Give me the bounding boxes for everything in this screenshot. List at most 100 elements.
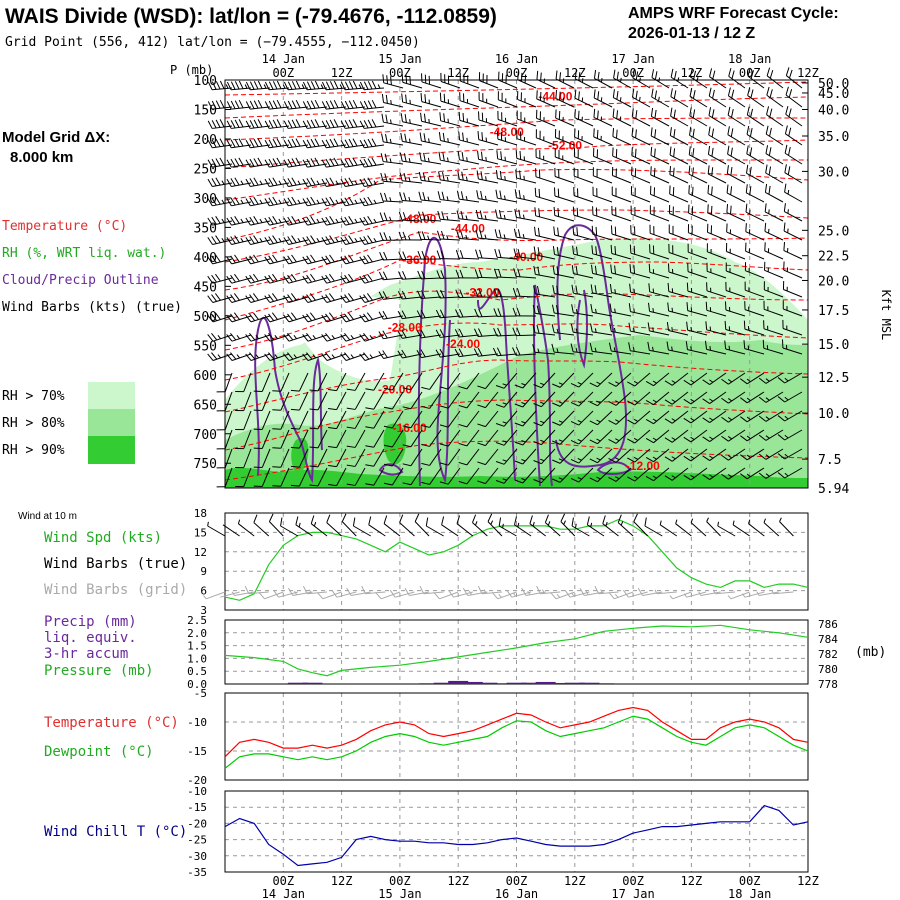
barb-staff (554, 351, 575, 355)
upper-wind-barb (340, 196, 366, 207)
barb-flag (609, 303, 612, 313)
barb-flag (650, 127, 653, 136)
barb-flag (724, 320, 727, 330)
precip-label: Precip (mm) (44, 614, 137, 630)
barb-half-flag (633, 399, 639, 403)
barb-flag (674, 70, 677, 80)
upper-wind-barb (610, 264, 632, 279)
barb-flag (215, 254, 221, 263)
barb-flag (480, 151, 483, 161)
upper-wind-barb (359, 332, 385, 342)
upper-wind-barb (513, 228, 537, 241)
bottom-hour-label: 12Z (331, 874, 353, 888)
barb-flag (367, 119, 373, 128)
barb-flag (249, 216, 255, 225)
barb-flag (439, 112, 442, 121)
wind10-true-barb (763, 518, 780, 537)
barb-staff (440, 120, 461, 127)
barb-staff (466, 410, 480, 428)
barb-staff (238, 523, 255, 537)
upper-wind-barb (245, 80, 271, 91)
upper-wind-barb (283, 157, 309, 168)
barb-staff (326, 522, 342, 537)
pressure-tick-label: 450 (194, 280, 217, 295)
barb-flag (498, 249, 502, 258)
upper-wind-barb (253, 467, 271, 487)
barb-flag (253, 158, 259, 167)
upper-wind-barb (321, 332, 347, 342)
barb-flag (302, 585, 308, 594)
barb-flag (359, 81, 365, 90)
upper-wind-barb (207, 177, 233, 187)
upper-wind-barb (497, 110, 518, 127)
upper-wind-barb (216, 391, 233, 412)
barb-flag (417, 250, 422, 260)
bottom-hour-label: 00Z (739, 874, 761, 888)
barb-flag (475, 209, 479, 219)
barb-flag (702, 474, 710, 480)
upper-wind-barb (666, 321, 689, 336)
barb-flag (309, 389, 319, 392)
barb-flag (344, 100, 350, 109)
barb-flag (245, 314, 252, 323)
barb-staff (231, 182, 252, 187)
barb-flag (310, 158, 316, 167)
barb-flag (230, 255, 236, 264)
barb-flag (552, 245, 556, 255)
barb-staff (707, 251, 727, 260)
barb-half-flag (756, 591, 760, 596)
wind10-true-barb (441, 516, 459, 537)
upper-wind-barb (216, 429, 233, 450)
barb-half-flag (787, 209, 789, 214)
barb-flag (477, 150, 480, 160)
upper-wind-barb (763, 300, 784, 317)
barb-flag (777, 415, 785, 422)
upper-wind-barb (402, 391, 423, 410)
upper-wind-barb (727, 126, 746, 146)
barb-staff (459, 159, 480, 165)
barb-half-flag (709, 379, 714, 383)
barb-staff (421, 120, 442, 127)
barb-flag (207, 353, 214, 361)
barb-staff (478, 178, 499, 184)
barb-half-flag (207, 521, 209, 527)
barb-half-flag (408, 138, 411, 143)
barb-flag (614, 246, 617, 255)
upper-wind-barb (383, 391, 404, 410)
barb-flag (287, 236, 293, 244)
barb-staff (497, 237, 518, 241)
wind10-grid-barb (698, 591, 721, 596)
barb-flag (249, 120, 255, 129)
barb-flag (634, 148, 637, 158)
barb-staff (529, 523, 546, 537)
precip-y-tick-label: 0.0 (187, 678, 207, 691)
upper-wind-barb (207, 138, 233, 149)
upper-wind-barb (477, 429, 499, 447)
barb-flag (517, 229, 521, 238)
upper-wind-barb (478, 111, 499, 127)
kft-tick-label: 12.5 (818, 371, 849, 386)
barb-staff (517, 98, 537, 108)
barb-half-flag (339, 84, 343, 89)
barb-flag (363, 236, 369, 244)
barb-flag (404, 114, 407, 123)
barb-flag (226, 120, 232, 129)
barb-flag (552, 285, 555, 294)
isotherm (224, 259, 809, 321)
kft-tick-label: 35.0 (818, 130, 849, 145)
barb-flag (544, 514, 549, 523)
barb-flag (382, 271, 388, 280)
barb-staff (402, 296, 423, 300)
barb-staff (706, 290, 727, 298)
barb-half-flag (671, 456, 676, 460)
barb-staff (649, 252, 670, 260)
upper-wind-barb (746, 164, 765, 184)
bottom-hour-label: 12Z (681, 874, 703, 888)
barb-flag (439, 309, 445, 318)
upper-wind-barb (439, 410, 461, 428)
pressure-y-tick-label: 786 (818, 618, 838, 631)
barb-half-flag (683, 593, 688, 598)
upper-wind-barb (726, 184, 746, 203)
barb-flag (306, 120, 312, 129)
pressure-axis: 1001502002503003504004505005506006507007… (194, 74, 231, 472)
